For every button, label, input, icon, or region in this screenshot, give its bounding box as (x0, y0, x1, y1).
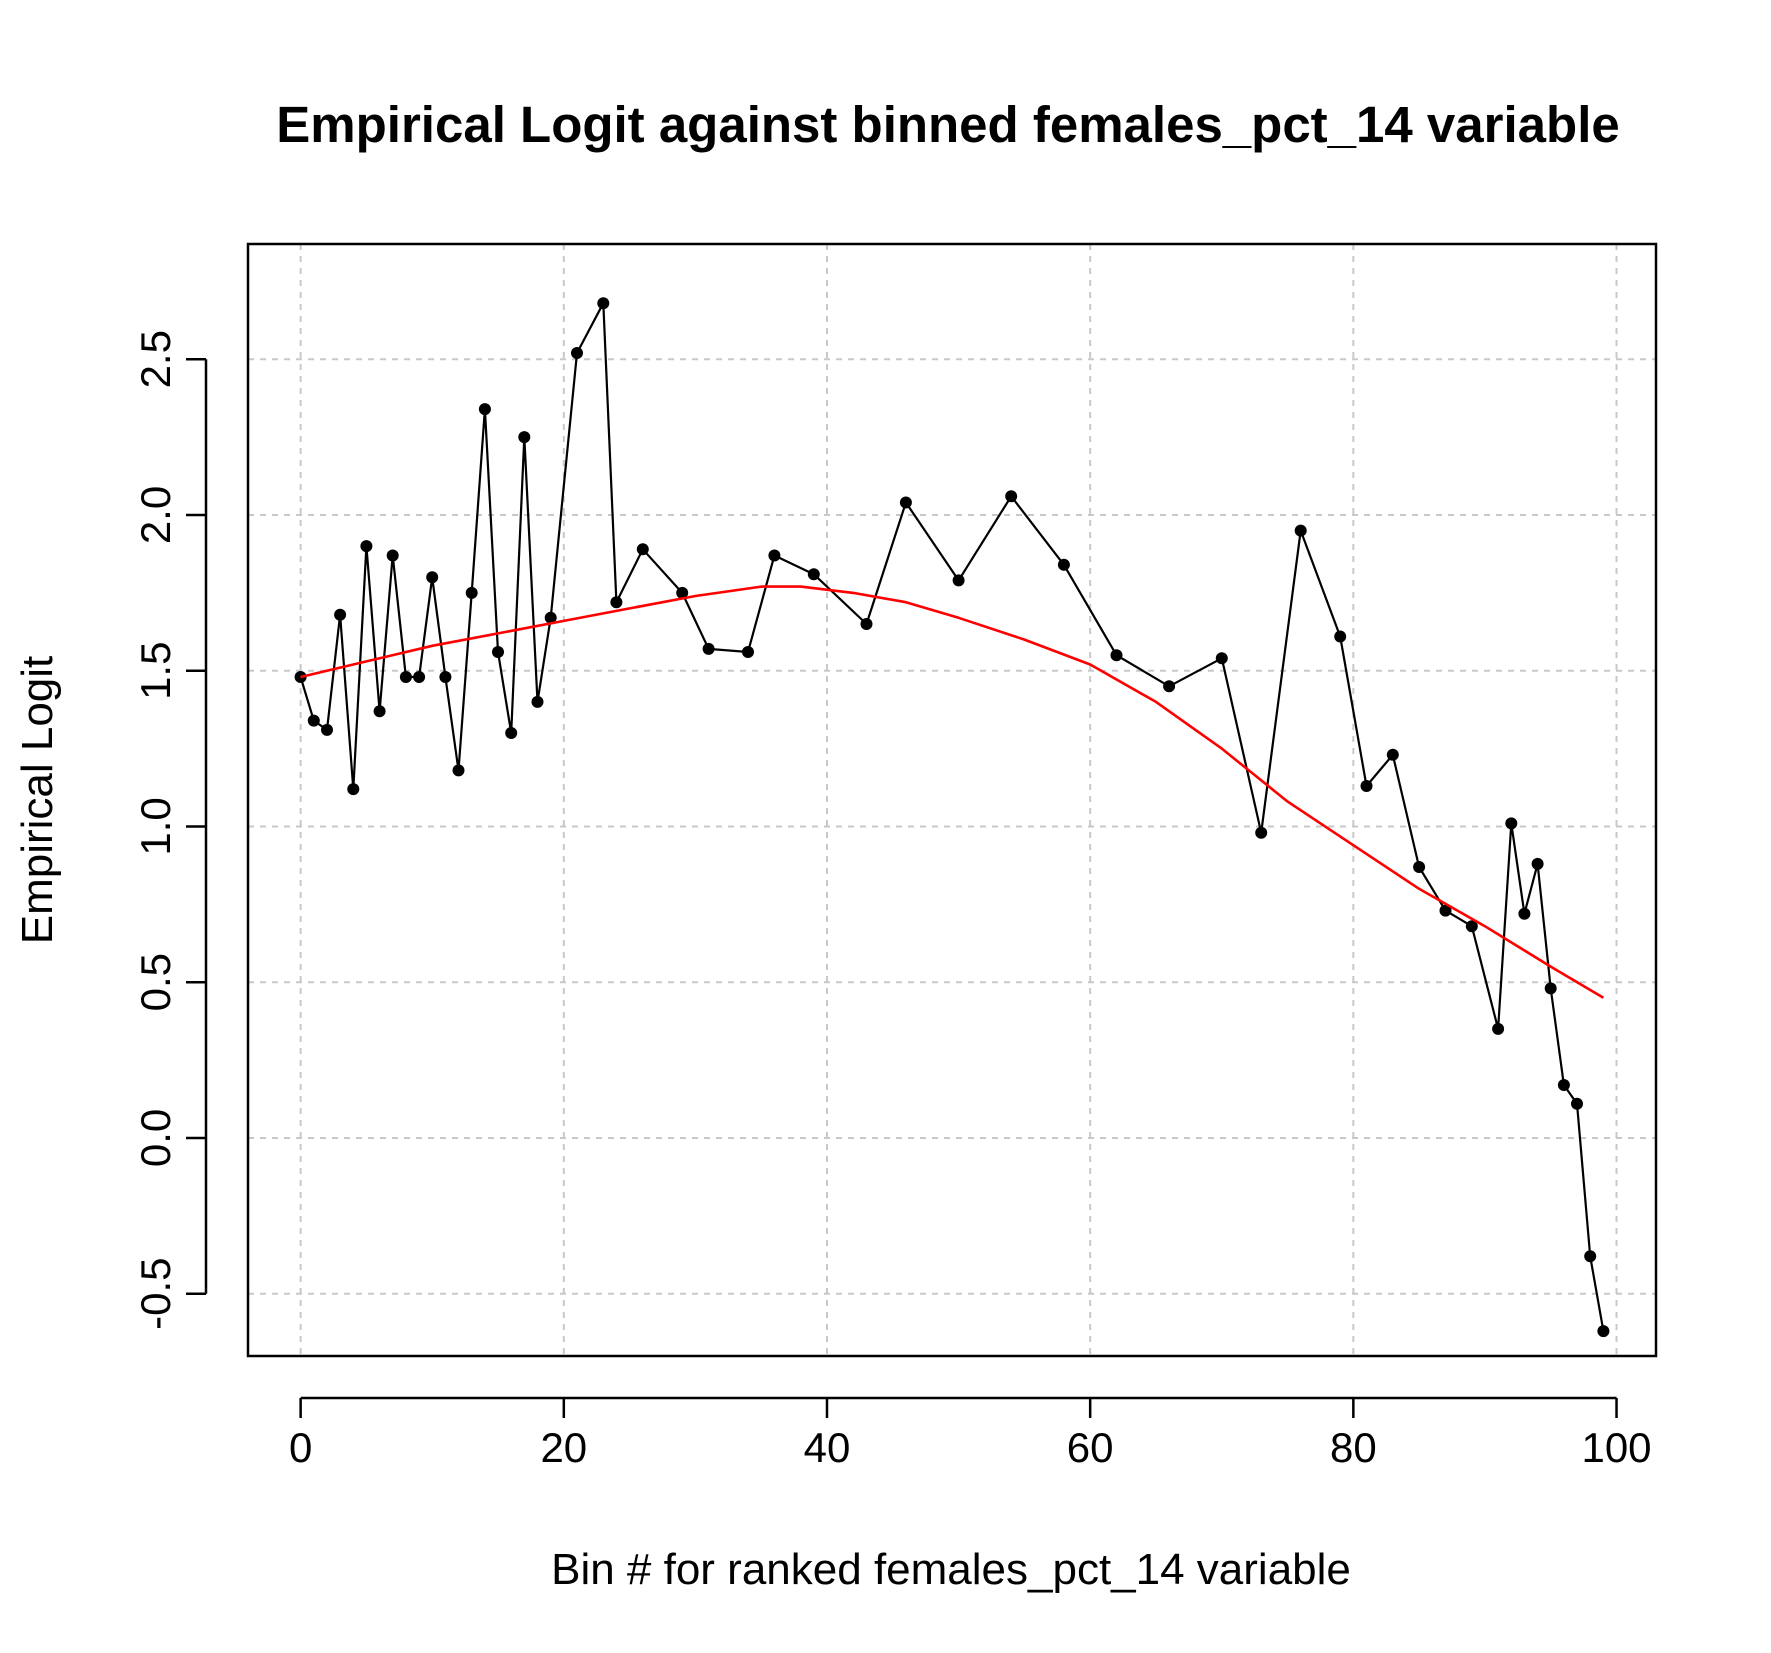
data-point (465, 586, 478, 599)
y-tick-label: 0.5 (132, 953, 179, 1011)
data-point (1518, 907, 1531, 920)
smooth-trend-line (300, 585, 1605, 999)
data-point (610, 596, 623, 609)
data-point (1057, 558, 1070, 571)
y-axis: -0.5 0.0 0.5 1.0 1.5 2.0 2.5 (132, 330, 208, 1330)
data-point (1571, 1097, 1583, 1110)
y-tick-label: 2.5 (132, 330, 179, 388)
x-tick-label: 80 (1330, 1424, 1377, 1471)
data-point (1215, 652, 1228, 665)
data-point (952, 574, 965, 587)
data-point (386, 549, 399, 562)
data-point (1294, 524, 1307, 537)
y-tick-label: 0.0 (132, 1109, 179, 1167)
data-point (1334, 630, 1347, 643)
x-axis: 0 20 40 60 80 100 (289, 1396, 1652, 1471)
data-point (1505, 817, 1518, 830)
data-point (334, 608, 347, 621)
data-point (321, 723, 333, 736)
data-point (742, 646, 754, 658)
data-point (399, 671, 412, 683)
data-point (1360, 780, 1373, 792)
data-point (1255, 826, 1268, 839)
x-tick-label: 20 (540, 1424, 587, 1471)
data-point (1005, 490, 1018, 503)
x-tick-label: 40 (804, 1424, 851, 1471)
x-tick-label: 0 (289, 1424, 312, 1471)
data-point (413, 671, 426, 683)
empirical-logit-line (299, 302, 1605, 1332)
data-point (1584, 1250, 1597, 1263)
data-point (307, 714, 320, 727)
grid (248, 244, 1656, 1356)
data-point (702, 642, 715, 655)
data-point (373, 705, 386, 718)
data-point (768, 549, 781, 562)
data-point (439, 671, 452, 683)
data-point (1386, 748, 1399, 761)
data-point (636, 543, 649, 556)
data-point (544, 611, 557, 624)
data-point (531, 695, 544, 708)
data-point (1492, 1022, 1505, 1035)
data-point (492, 646, 504, 658)
data-point (1110, 649, 1123, 662)
y-axis-label: Empirical Logit (13, 656, 62, 945)
data-point (1557, 1079, 1570, 1091)
data-point (1439, 904, 1452, 917)
data-point (426, 571, 439, 584)
data-point (347, 783, 360, 796)
y-tick-label: 1.0 (132, 797, 179, 855)
data-point (452, 764, 465, 777)
data-point (360, 540, 373, 553)
data-point (860, 618, 873, 630)
data-point (571, 347, 583, 359)
x-tick-label: 60 (1067, 1424, 1114, 1471)
data-point (1597, 1325, 1610, 1338)
x-axis-label: Bin # for ranked females_pct_14 variable (551, 1545, 1351, 1594)
chart-title: Empirical Logit against binned females_p… (276, 96, 1619, 153)
x-tick-label: 100 (1581, 1424, 1651, 1471)
series-layer (294, 297, 1610, 1338)
y-tick-label: 2.0 (132, 486, 179, 544)
y-tick-label: -0.5 (132, 1258, 179, 1330)
data-point (1163, 680, 1176, 693)
data-point (478, 403, 491, 416)
plot-frame (246, 242, 1658, 1358)
data-point (505, 727, 518, 739)
y-tick-label: 1.5 (132, 642, 179, 700)
data-point (1544, 982, 1557, 995)
data-point (518, 431, 531, 444)
data-point (1413, 861, 1426, 873)
data-point (807, 568, 820, 581)
data-point (676, 586, 689, 599)
data-point (1465, 920, 1478, 933)
data-point (899, 496, 912, 509)
data-point (597, 297, 610, 310)
data-point (1531, 857, 1544, 870)
